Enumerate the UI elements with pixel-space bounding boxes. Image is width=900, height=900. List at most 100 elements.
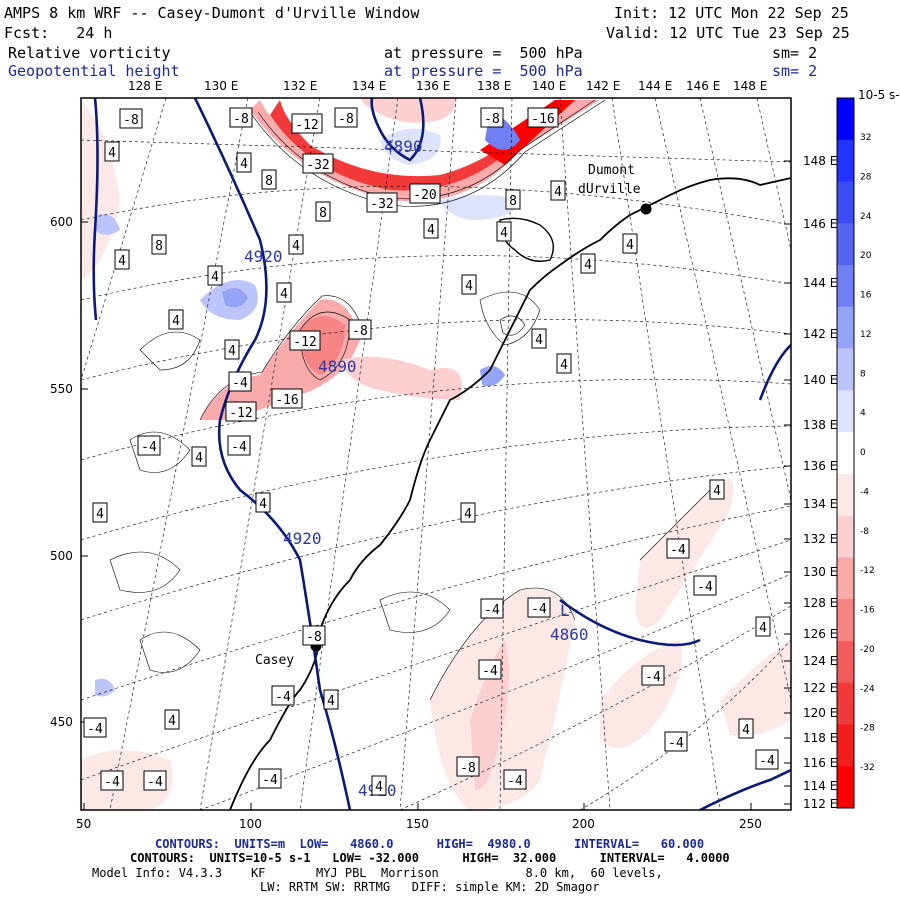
lon-label: 142 E <box>586 79 620 93</box>
svg-text:4: 4 <box>560 358 568 373</box>
svg-text:-8: -8 <box>123 113 139 128</box>
svg-text:-4: -4 <box>147 775 163 790</box>
colorbar-label: 24 <box>860 212 872 222</box>
lon-label: 132 E <box>283 79 317 93</box>
lon-label: 130 E <box>204 79 238 93</box>
lon-label-right: 142 E <box>803 327 837 341</box>
island-outline <box>499 217 554 262</box>
svg-text:4: 4 <box>327 694 335 709</box>
colorbar-label: -24 <box>860 684 875 694</box>
lon-label-right: 112 E <box>803 797 837 811</box>
lon-label: 140 E <box>532 79 566 93</box>
field2-smoothing: sm= 2 <box>772 62 818 80</box>
colorbar-swatch <box>837 473 854 517</box>
colorbar-swatch <box>837 306 854 350</box>
colorbar-units: 10-5 s-1 <box>858 88 900 102</box>
lon-label-right: 114 E <box>803 779 837 793</box>
footer-physics: LW: RRTM SW: RRTMG DIFF: simple KM: 2D S… <box>260 880 600 894</box>
x-tick-label: 200 <box>572 817 595 831</box>
vorticity-label: -4 <box>503 769 527 790</box>
svg-text:4: 4 <box>240 157 248 172</box>
vorticity-label: -4 <box>641 665 665 686</box>
field1-level: at pressure = 500 hPa <box>384 44 583 62</box>
footer-vorticity-contours: CONTOURS: UNITS=10-5 s-1 LOW= -32.000 HI… <box>130 851 730 865</box>
height-label: L <box>560 601 570 620</box>
x-tick-label: 250 <box>739 817 762 831</box>
vorticity-label: 8 <box>315 201 331 222</box>
svg-text:4: 4 <box>500 226 508 241</box>
x-tick-label: 150 <box>406 817 429 831</box>
lon-label-right: 136 E <box>803 459 837 473</box>
right-lon-labels: 148 E 146 E 144 E 142 E 140 E 138 E 136 E 134 E… <box>784 154 837 811</box>
colorbar-label: -32 <box>860 763 875 773</box>
vorticity-labels: -8 4 -8 -12 -8 -32 4 8 8 -32 -20 -8 -16 8 4 4 4 4 4 4 4 8 4 4 4 -… <box>83 107 779 796</box>
colorbar-label: -12 <box>860 566 875 576</box>
vorticity-label: -4 <box>693 575 717 596</box>
svg-text:-12: -12 <box>295 118 318 133</box>
svg-text:-4: -4 <box>275 690 291 705</box>
casey-label: Casey <box>255 653 294 668</box>
svg-text:-4: -4 <box>531 602 547 617</box>
svg-text:4: 4 <box>228 344 236 359</box>
colorbar-label: -4 <box>860 487 869 497</box>
dumont-station-marker <box>640 203 652 215</box>
svg-text:-16: -16 <box>275 393 298 408</box>
lon-label-right: 120 E <box>803 706 837 720</box>
vorticity-label: 4 <box>550 180 566 201</box>
colorbar-swatch <box>837 557 854 600</box>
valid-time: Valid: 12 UTC Tue 23 Sep 25 <box>606 24 850 42</box>
lon-label: 144 E <box>638 79 672 93</box>
vorticity-label: -4 <box>227 435 251 456</box>
height-label: 4920 <box>283 529 322 548</box>
vorticity-label: -16 <box>527 107 559 128</box>
height-contours <box>92 98 791 810</box>
svg-text:-4: -4 <box>668 736 684 751</box>
svg-text:8: 8 <box>155 239 163 254</box>
footer-height-contours: CONTOURS: UNITS=m LOW= 4860.0 HIGH= 4980… <box>155 837 705 851</box>
svg-text:4: 4 <box>375 780 383 795</box>
latlon-grid <box>81 98 791 810</box>
svg-text:4: 4 <box>259 497 267 512</box>
vorticity-label: 8 <box>151 234 167 255</box>
dumont-label-line1: Dumont <box>588 163 635 178</box>
vorticity-label: 4 <box>755 616 771 637</box>
lon-label: 128 E <box>128 79 162 93</box>
svg-text:4: 4 <box>96 507 104 522</box>
colorbar-label: -8 <box>860 527 869 537</box>
vorticity-label: 4 <box>104 141 120 162</box>
vorticity-label: 4 <box>496 221 512 242</box>
vorticity-label: 4 <box>207 265 223 286</box>
svg-text:-8: -8 <box>338 112 354 127</box>
vorticity-label: -32 <box>366 192 398 213</box>
vorticity-label: 4 <box>92 502 108 523</box>
lon-label-right: 116 E <box>803 756 837 770</box>
y-tick-label: 550 <box>50 382 73 396</box>
svg-text:-4: -4 <box>645 670 661 685</box>
lon-label-right: 140 E <box>803 373 837 387</box>
colorbar-label: 0 <box>860 448 866 458</box>
vorticity-label: -8 <box>119 108 143 129</box>
vorticity-label: 4 <box>168 309 184 330</box>
svg-text:-4: -4 <box>482 664 498 679</box>
svg-text:-12: -12 <box>229 406 252 421</box>
vorticity-label: -4 <box>480 598 504 619</box>
bottom-axis-labels: 50 100 150 200 250 <box>76 817 762 831</box>
lon-label-right: 130 E <box>803 565 837 579</box>
x-tick-label: 100 <box>239 817 262 831</box>
svg-text:4: 4 <box>118 254 126 269</box>
vorticity-label: -4 <box>755 749 779 770</box>
colorbar-swatch <box>837 640 854 684</box>
svg-text:-4: -4 <box>262 773 278 788</box>
colorbar-frame <box>836 97 855 809</box>
vorticity-label: -4 <box>527 597 551 618</box>
colorbar: 32 28 24 20 16 12 8 4 0 -4 -8 -12 -16 -20 -24 -28 -32 <box>836 97 875 809</box>
svg-text:4: 4 <box>759 621 767 636</box>
vorticity-label: -4 <box>271 685 295 706</box>
height-label: 4890 <box>384 137 423 156</box>
vorticity-label: 4 <box>255 492 271 513</box>
colorbar-swatch <box>837 223 854 266</box>
svg-text:-4: -4 <box>232 376 248 391</box>
lon-label-right: 126 E <box>803 627 837 641</box>
vorticity-label: -8 <box>348 319 372 340</box>
